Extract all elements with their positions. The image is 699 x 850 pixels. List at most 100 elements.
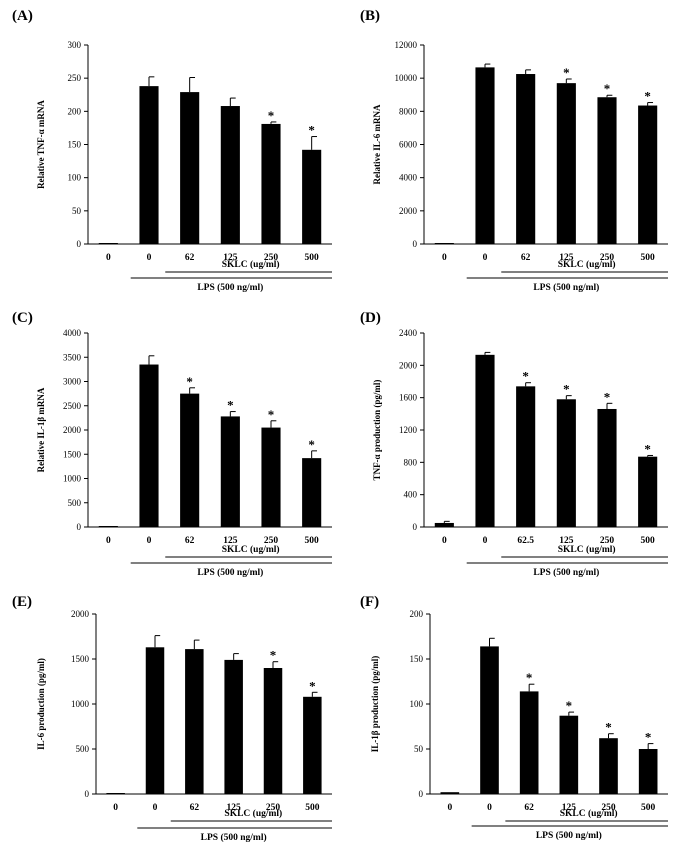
y-tick-label: 6000	[399, 140, 418, 150]
y-tick-label: 0	[85, 789, 90, 799]
bar	[263, 668, 283, 794]
x-category-label: 62	[524, 803, 534, 813]
y-tick-label: 1500	[71, 654, 90, 664]
bar	[220, 416, 240, 527]
lps-group-label: LPS (500 ng/ml)	[536, 830, 602, 841]
x-category-label: 250	[601, 803, 616, 813]
bar	[302, 458, 322, 527]
bar	[434, 522, 454, 527]
bar	[106, 793, 125, 794]
chart-panel-3: (C)05001000150020002500300035004000Relat…	[12, 310, 332, 578]
bar	[597, 97, 617, 244]
bar	[224, 659, 243, 794]
x-category-label: 0	[483, 536, 488, 546]
sklc-group-label: SKLC (ug/ml)	[558, 259, 616, 270]
bar	[516, 386, 536, 527]
y-tick-label: 50	[414, 744, 424, 754]
y-axis-label: Relative IL-1β mRNA	[36, 387, 46, 472]
y-tick-label: 250	[68, 73, 82, 83]
bar	[559, 715, 579, 794]
significance-star: *	[644, 89, 651, 104]
x-category-label: 500	[641, 253, 656, 263]
bar	[261, 123, 281, 244]
panel-letter: (D)	[360, 310, 381, 326]
x-category-label: 500	[305, 803, 320, 813]
significance-star: *	[308, 437, 315, 452]
bar	[475, 67, 495, 244]
x-category-label: 0	[147, 536, 152, 546]
significance-star: *	[526, 670, 533, 685]
y-tick-label: 1200	[399, 425, 418, 435]
y-tick-label: 2000	[399, 360, 418, 370]
x-category-label: 500	[305, 536, 320, 546]
x-category-label: 0	[106, 536, 111, 546]
bar	[180, 393, 200, 527]
significance-star: *	[645, 730, 652, 745]
chart-panel-2: (B) 0 2000 4000 6000 8000 10000 12000 Relative I…	[360, 8, 668, 293]
x-category-label: 62	[185, 253, 195, 263]
significance-star: *	[604, 389, 611, 404]
significance-star: *	[268, 108, 275, 123]
x-category-label: 62.5	[517, 536, 534, 546]
bar	[597, 408, 617, 527]
y-tick-label: 100	[68, 173, 82, 183]
bar	[475, 354, 495, 527]
y-tick-label: 0	[419, 789, 424, 799]
x-category-label: 250	[264, 536, 279, 546]
lps-group-label: LPS (500 ng/ml)	[197, 567, 263, 578]
chart-panel-5: (E) 0 500 1000 1500 2000 IL-6 production (pg/m…	[12, 594, 332, 843]
significance-star: *	[566, 698, 573, 713]
x-category-label: 0	[147, 253, 152, 263]
panel-letter: (B)	[360, 8, 380, 24]
bar	[303, 696, 322, 794]
panel-letter: (F)	[360, 594, 379, 610]
x-category-label: 125	[223, 253, 238, 263]
bar	[302, 149, 322, 244]
y-axis-label: IL-1β production (pg/ml)	[370, 656, 380, 753]
panel-letter: (E)	[12, 594, 32, 610]
bar	[599, 738, 618, 794]
x-category-label: 0	[442, 536, 447, 546]
bar	[556, 83, 576, 245]
bar	[98, 526, 118, 527]
bar	[434, 243, 454, 244]
y-tick-label: 4000	[399, 173, 418, 183]
y-tick-label: 50	[72, 206, 82, 216]
x-category-label: 500	[641, 536, 656, 546]
x-category-label: 0	[153, 803, 158, 813]
y-tick-label: 2400	[399, 328, 418, 338]
y-tick-label: 1000	[63, 474, 82, 484]
y-tick-label: 1500	[63, 449, 82, 459]
significance-star: *	[227, 398, 234, 413]
bar	[480, 646, 499, 794]
significance-star: *	[270, 648, 277, 663]
bar	[516, 74, 536, 244]
bar	[98, 243, 118, 244]
significance-star: *	[308, 123, 315, 138]
significance-star: *	[309, 678, 316, 693]
y-tick-label: 12000	[395, 40, 418, 50]
x-category-label: 250	[600, 253, 615, 263]
sklc-group-label: SKLC (ug/ml)	[558, 544, 616, 555]
y-tick-label: 10000	[395, 73, 418, 83]
significance-star: *	[522, 369, 529, 384]
significance-star: *	[563, 382, 570, 397]
x-category-label: 125	[227, 803, 242, 813]
bar	[638, 456, 658, 527]
y-axis-label: TNF-α production (pg/ml)	[372, 380, 382, 481]
y-axis-label: IL-6 production (pg/ml)	[36, 658, 46, 750]
significance-star: *	[186, 374, 193, 389]
lps-group-label: LPS (500 ng/ml)	[197, 282, 263, 293]
y-tick-label: 4000	[63, 328, 82, 338]
y-tick-label: 8000	[399, 106, 418, 116]
y-tick-label: 800	[404, 457, 418, 467]
sklc-group-label: SKLC (ug/ml)	[222, 544, 280, 555]
y-tick-label: 2500	[63, 401, 82, 411]
bar	[180, 92, 200, 244]
x-category-label: 62	[521, 253, 531, 263]
bar	[185, 649, 204, 794]
significance-star: *	[268, 407, 275, 422]
y-tick-label: 200	[68, 106, 82, 116]
y-tick-label: 0	[77, 239, 82, 249]
x-category-label: 250	[264, 253, 279, 263]
